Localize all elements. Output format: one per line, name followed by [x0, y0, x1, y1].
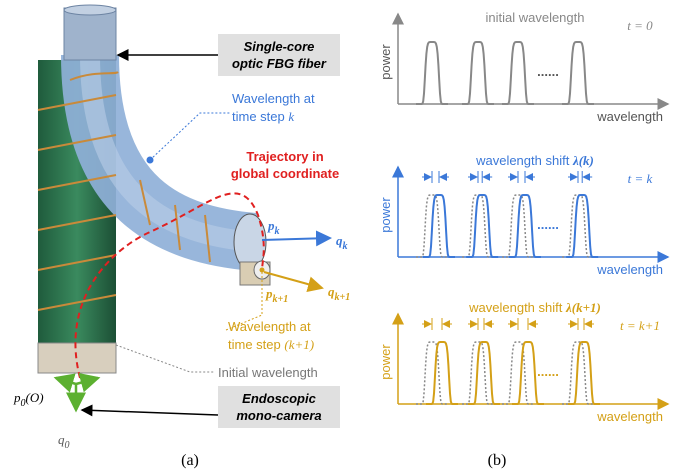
panel-title: wavelength shift λ(k)	[475, 153, 594, 168]
spectrum-peak	[502, 42, 534, 104]
spectrum-peak	[462, 42, 494, 104]
qk1-arrow	[264, 272, 322, 288]
top-cap-face	[64, 5, 116, 15]
frame-label: qk+1	[328, 284, 350, 303]
trajectory-label: global coordinate	[231, 166, 339, 181]
y-axis-label: power	[378, 344, 393, 380]
frame-label: pk+1	[265, 286, 288, 305]
y-axis-label: power	[378, 197, 393, 233]
time-label: t = 0	[627, 18, 653, 33]
panel-title: wavelength shift λ(k+1)	[468, 300, 601, 315]
shift-symbol: λ(k)	[572, 153, 594, 168]
reference-peak	[502, 342, 534, 404]
spectrum-peak	[426, 342, 458, 404]
spectrum-peak	[562, 42, 594, 104]
panel-title-text: wavelength shift	[468, 300, 563, 315]
qk-arrow	[262, 238, 330, 240]
trajectory-label: Trajectory in	[246, 149, 323, 164]
ellipsis: ......	[537, 217, 559, 232]
camera-label: mono-camera	[236, 408, 321, 423]
panel-title-text: initial wavelength	[485, 10, 584, 25]
fiber-label: optic FBG fiber	[232, 56, 327, 71]
figure: Single-core optic FBG fiber Wavelength a…	[0, 0, 684, 472]
spectrum-peak	[416, 42, 448, 104]
callout-line	[150, 113, 230, 160]
wavelength-k-label: Wavelength at	[232, 91, 315, 106]
top-cap	[64, 8, 116, 60]
wavelength-k-label: time step k	[232, 109, 294, 124]
time-label: t = k+1	[620, 318, 660, 333]
p0-arrow	[76, 378, 98, 384]
camera-label: Endoscopic	[242, 391, 316, 406]
x-axis-label: wavelength	[596, 262, 663, 277]
wavelength-k1-label: time step (k+1)	[228, 337, 314, 352]
spectra-panels: power wavelength t = 0 initial wavelength..…	[378, 10, 668, 424]
frame-label: pk	[267, 218, 280, 237]
frame-label: qk	[336, 233, 348, 252]
time-label: t = k	[628, 171, 653, 186]
fiber-label: Single-core	[244, 39, 315, 54]
callout-arrow	[82, 410, 218, 415]
panel-title-text: wavelength shift	[475, 153, 570, 168]
ellipsis: ......	[537, 64, 559, 79]
caption: (b)	[488, 452, 507, 469]
x-axis-label: wavelength	[596, 409, 663, 424]
ellipsis: ......	[537, 364, 559, 379]
callout-line	[116, 345, 215, 372]
x-axis-label: wavelength	[596, 109, 663, 124]
panel-title: initial wavelength	[485, 10, 584, 25]
frame-label: q0	[58, 432, 70, 451]
p0-arrow	[56, 378, 76, 384]
y-axis-label: power	[378, 44, 393, 80]
caption: (a)	[181, 452, 199, 469]
initial-label: Initial wavelength	[218, 365, 318, 380]
fbg-point-k1	[260, 268, 265, 273]
reference-peak	[416, 342, 448, 404]
frame-label: p0(O)	[13, 390, 44, 409]
wavelength-k1-label: Wavelength at	[228, 319, 311, 334]
shift-symbol: λ(k+1)	[565, 300, 601, 315]
